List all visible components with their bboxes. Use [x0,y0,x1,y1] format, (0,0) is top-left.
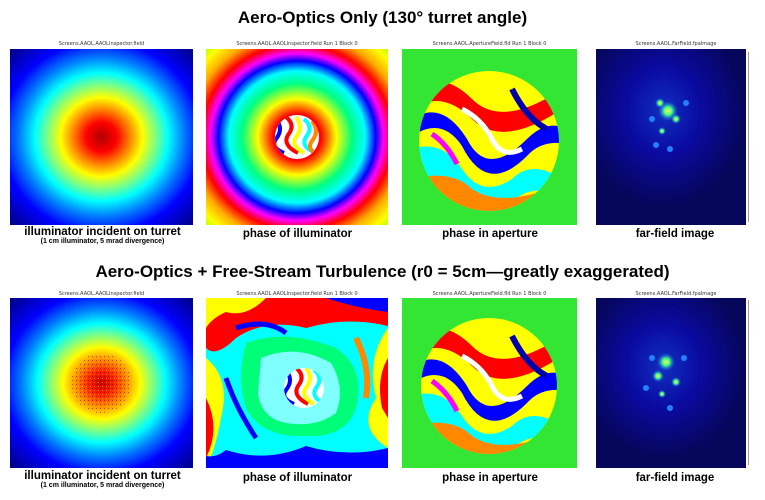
row1-phase-aperture-panel: Screens.AAOL.ApertureField.fld Run 1 Blo… [402,40,577,225]
row1-caption-phase-illuminator: phase of illuminator [205,228,390,240]
panel-header: Screens.AAOL.FarField.fpaImage [635,41,717,47]
row2-illuminator-panel: Screens.AAOL.AAOLInspector.field [10,290,193,468]
caption-sub: (1 cm illuminator, 5 mrad divergence) [40,482,165,489]
panel-header: Screens.AAOL.ApertureField.fld Run 1 Blo… [432,41,547,47]
row1-caption-illuminator: illuminator incident on turret (1 cm ill… [0,226,205,246]
row2-phase-aperture-panel: Screens.AAOL.ApertureField.fld Run 1 Blo… [402,290,577,468]
panel-header: Screens.AAOL.AAOLInspector.field Run 1 B… [236,41,358,47]
row2-phase-illuminator-panel: Screens.AAOL.AAOLInspector.field Run 1 B… [206,290,388,468]
row1-farfield-panel: Screens.AAOL.FarField.fpaImage [596,40,756,225]
caption-main: phase of illuminator [242,228,353,240]
farfield-axis-ticks [748,300,755,465]
row1-illuminator-panel: Screens.AAOL.AAOLInspector.field [10,40,193,225]
panel-header: Screens.AAOL.AAOLInspector.field [58,41,145,47]
caption-main: far-field image [635,472,715,484]
caption-sub: (1 cm illuminator, 5 mrad divergence) [40,238,165,245]
caption-main: illuminator incident on turret [24,470,181,482]
caption-main: far-field image [635,228,715,240]
phase-illuminator-image [206,49,388,225]
row2-title: Aero-Optics + Free-Stream Turbulence (r0… [95,262,670,281]
row2-farfield-panel: Screens.AAOL.FarField.fpaImage [596,290,756,468]
farfield-axis-ticks [748,52,755,222]
panel-header: Screens.AAOL.FarField.fpaImage [635,291,717,297]
panel-header: Screens.AAOL.AAOLInspector.field Run 1 B… [236,291,358,297]
farfield-image [596,298,746,468]
row1-caption-phase-aperture: phase in aperture [395,228,585,240]
row2-caption-phase-illuminator: phase of illuminator [205,472,390,484]
illuminator-intensity-image [10,49,193,225]
row1-caption-farfield: far-field image [595,228,755,240]
caption-main: phase in aperture [442,472,538,484]
row2-caption-phase-aperture: phase in aperture [395,472,585,484]
panel-header: Screens.AAOL.ApertureField.fld Run 1 Blo… [432,291,547,297]
panel-header: Screens.AAOL.AAOLInspector.field [58,291,145,297]
phase-aperture-image [402,49,577,225]
row1-title: Aero-Optics Only (130° turret angle) [237,8,528,27]
row2-caption-illuminator: illuminator incident on turret (1 cm ill… [0,470,205,490]
caption-main: illuminator incident on turret [24,226,181,238]
row1-phase-illuminator-panel: Screens.AAOL.AAOLInspector.field Run 1 B… [206,40,388,225]
row2-caption-farfield: far-field image [595,472,755,484]
phase-illuminator-image [206,298,388,468]
caption-main: phase of illuminator [242,472,353,484]
phase-aperture-image [402,298,577,468]
farfield-image [596,49,746,225]
caption-main: phase in aperture [442,228,538,240]
illuminator-intensity-image [10,298,193,468]
